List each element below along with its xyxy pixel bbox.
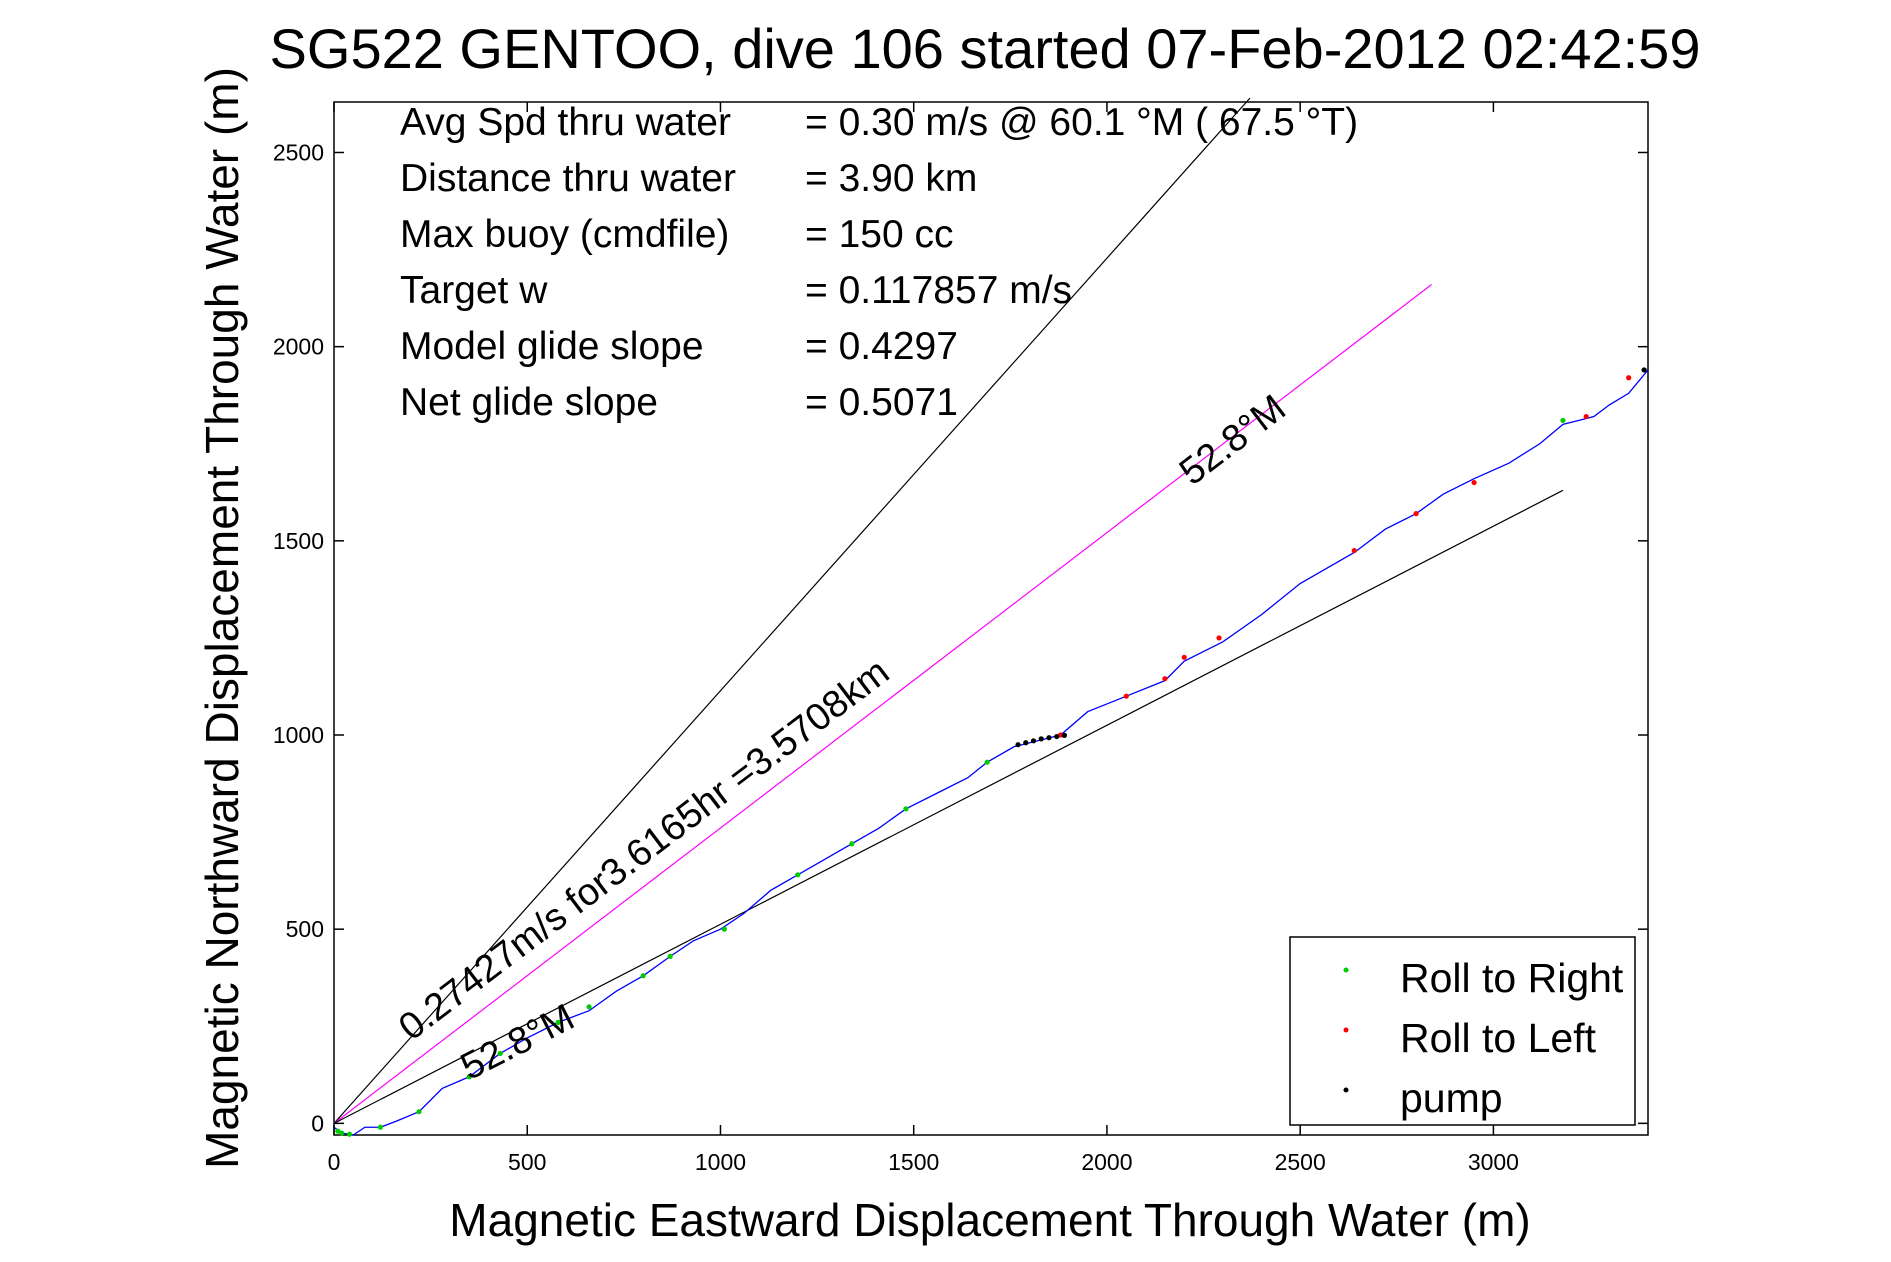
marker-roll-to-right [555,1019,561,1025]
x-tick-label: 3000 [1468,1149,1519,1175]
y-tick-label: 0 [311,1110,324,1136]
marker-roll-to-right [466,1074,472,1080]
marker-roll-to-left [1471,479,1477,486]
legend-roll-to-left-label: Roll to Left [1400,1015,1597,1061]
marker-roll-to-left [1181,654,1187,660]
stat-label: Model glide slope [400,325,704,368]
stat-value: = 0.30 m/s @ 60.1 °M ( 67.5 °T) [805,101,1358,144]
marker-pump [1023,740,1029,746]
marker-roll-to-left [1123,693,1129,699]
marker-roll-to-left [1626,375,1632,381]
marker-roll-to-right [497,1050,503,1057]
reference-line-upper-bound [333,97,1251,1124]
x-tick-label: 2000 [1081,1149,1132,1175]
stat-value: = 0.5071 [805,381,958,424]
x-tick-label: 1000 [695,1149,746,1175]
marker-pump [1046,735,1052,741]
y-axis-label: Magnetic Northward Displacement Through … [196,67,248,1169]
y-axis-ticks: 0 500 1000 1500 2000 2500 [273,139,1648,1136]
marker-pump [1015,742,1021,748]
marker-roll-to-right [795,872,801,878]
stats-box: Avg Spd thru water = 0.30 m/s @ 60.1 °M (… [400,101,1358,424]
marker-roll-to-left [1413,511,1419,517]
marker-pump [1038,736,1044,742]
marker-roll-to-left [1351,547,1357,554]
marker-roll-to-right [849,841,855,847]
stat-value: = 150 cc [805,213,954,256]
marker-roll-to-right [903,806,909,812]
marker-roll-to-right [377,1124,383,1130]
series-layer [333,369,1649,1136]
marker-pump [1061,732,1068,738]
stat-value: = 0.4297 [805,325,958,368]
marker-roll-to-right [339,1130,345,1136]
x-tick-label: 2500 [1275,1149,1326,1175]
reference-line-course-line [333,284,1432,1124]
stat-value: = 0.117857 m/s [805,269,1072,312]
marker-roll-to-right [346,1131,353,1137]
legend-roll-to-left-marker [1343,1027,1349,1033]
marker-layer [335,367,1647,1137]
y-tick-label: 2500 [273,139,324,165]
marker-roll-to-right [586,1004,592,1010]
y-tick-label: 500 [286,916,324,942]
x-tick-label: 1500 [888,1149,939,1175]
y-tick-label: 2000 [273,334,324,360]
legend-roll-to-right-marker [1343,967,1349,973]
x-tick-label: 0 [328,1149,341,1175]
stat-label: Avg Spd thru water [400,101,731,144]
marker-roll-to-right [335,1128,341,1134]
marker-roll-to-right [1560,417,1566,424]
stat-label: Target w [400,269,548,312]
stat-label: Net glide slope [400,381,658,424]
marker-pump [1641,367,1647,373]
reference-lines [333,97,1564,1124]
legend: Roll to Right Roll to Left pump [1289,936,1636,1126]
stat-label: Distance thru water [400,157,736,200]
y-tick-label: 1000 [273,722,324,748]
track-series-line [333,369,1649,1136]
plot-area-frame [333,101,1649,1136]
marker-roll-to-right [640,973,646,979]
legend-roll-to-right-label: Roll to Right [1400,955,1624,1001]
legend-pump-marker [1343,1087,1349,1093]
x-axis-ticks: 0 500 1000 1500 2000 2500 3000 [328,102,1519,1175]
marker-pump [1030,738,1037,744]
marker-roll-to-left [1216,635,1222,641]
marker-pump [1054,733,1060,740]
y-tick-label: 1500 [273,528,324,554]
reference-line-lower-bound [333,489,1564,1124]
marker-roll-to-right [667,953,673,959]
x-tick-label: 500 [508,1149,546,1175]
marker-roll-to-left [1162,676,1168,682]
marker-roll-to-left [1583,413,1589,420]
marker-roll-to-right [721,926,727,932]
stat-label: Max buoy (cmdfile) [400,213,729,256]
x-axis-label: Magnetic Eastward Displacement Through W… [449,1194,1530,1246]
chart-title: SG522 GENTOO, dive 106 started 07-Feb-20… [270,17,1701,80]
legend-pump-label: pump [1400,1075,1503,1121]
stat-value: = 3.90 km [805,157,977,200]
marker-roll-to-right [984,759,990,765]
marker-roll-to-right [416,1109,422,1115]
